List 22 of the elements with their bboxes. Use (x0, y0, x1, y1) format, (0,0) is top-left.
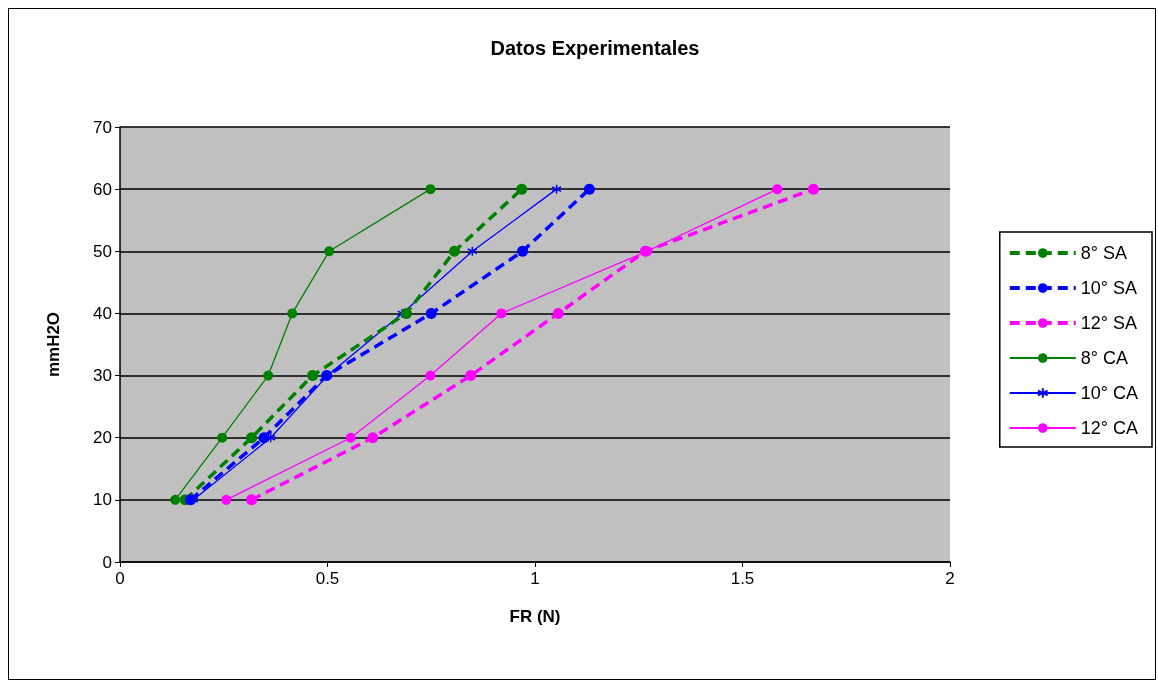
y-axis-title: mmH2O (44, 311, 63, 378)
y-tick-label: 50 (93, 241, 112, 261)
y-tick-label: 40 (93, 303, 112, 323)
legend-label: 10° SA (1080, 278, 1138, 298)
legend-label: 12° CA (1080, 418, 1139, 438)
y-tick-label: 60 (93, 179, 112, 199)
x-tick-label: 1.5 (730, 569, 755, 588)
legend-label: 12° SA (1080, 313, 1138, 333)
x-tick-label: 0.5 (315, 569, 340, 588)
legend-label: 8° CA (1080, 348, 1128, 368)
legend-label: 10° CA (1080, 383, 1139, 403)
y-tick-label: 20 (93, 428, 112, 448)
x-tick-label: 1 (530, 569, 540, 588)
x-tick-label: 0 (115, 569, 125, 588)
x-axis-title: FR (N) (509, 607, 561, 626)
y-tick-label: 0 (102, 552, 112, 572)
y-tick-label: 70 (93, 117, 112, 137)
chart-title: Datos Experimentales (490, 37, 700, 59)
y-tick-label: 10 (93, 490, 112, 510)
y-tick-label: 30 (93, 366, 112, 386)
x-tick-label: 2 (945, 569, 955, 588)
legend-label: 8° SA (1080, 243, 1128, 263)
